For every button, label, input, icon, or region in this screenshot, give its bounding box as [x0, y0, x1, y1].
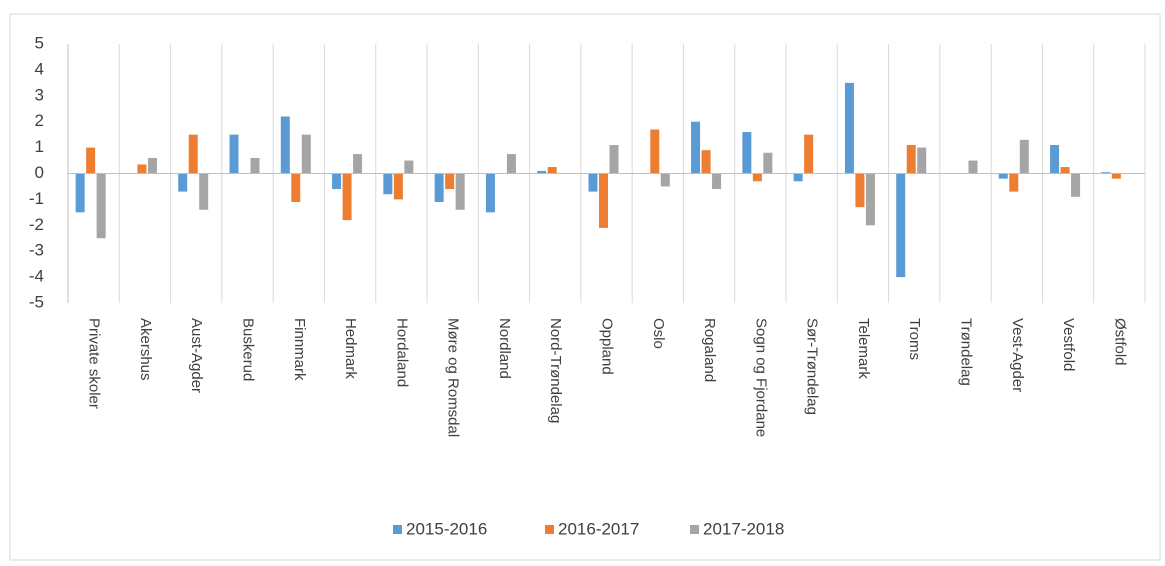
y-tick-label: -4	[29, 267, 44, 286]
bar	[855, 173, 865, 208]
bar	[968, 160, 978, 174]
bar	[763, 152, 773, 174]
bar	[96, 173, 106, 239]
y-tick-label: 1	[35, 137, 44, 156]
y-tick-label: -1	[29, 189, 44, 208]
x-tick-label: Vest-Agder	[1009, 318, 1026, 392]
bar	[1101, 172, 1111, 174]
x-tick-label: Østfold	[1111, 318, 1128, 366]
x-tick-label: Oppland	[599, 318, 616, 375]
bar	[609, 145, 619, 174]
y-tick-label: -3	[29, 241, 44, 260]
bar	[199, 173, 209, 210]
legend-label: 2015-2016	[406, 519, 487, 538]
bar	[865, 173, 875, 226]
x-tick-label: Hedmark	[342, 318, 359, 379]
bar	[280, 116, 290, 174]
bar	[844, 82, 854, 174]
x-tick-label: Vestfold	[1060, 318, 1077, 371]
bar	[537, 170, 547, 174]
bar	[178, 173, 188, 192]
bar	[86, 147, 96, 174]
x-tick-label: Troms	[906, 318, 923, 360]
y-tick-label: 2	[35, 111, 44, 130]
x-tick-label: Sør-Trøndelag	[804, 318, 821, 415]
legend-swatch	[393, 525, 402, 534]
y-tick-label: 3	[35, 85, 44, 104]
chart-frame	[9, 13, 1161, 561]
bar	[1009, 173, 1019, 192]
bar	[599, 173, 608, 228]
bar	[1060, 167, 1070, 174]
bar	[712, 173, 722, 190]
bar	[506, 154, 516, 174]
bar	[1111, 173, 1121, 179]
x-tick-label: Telemark	[855, 318, 872, 379]
bar	[147, 157, 157, 174]
bar	[301, 134, 311, 174]
x-tick-label: Hordaland	[393, 318, 410, 387]
bar	[434, 173, 444, 202]
bar	[485, 173, 495, 213]
bar	[917, 147, 927, 174]
bar	[137, 164, 147, 174]
bar	[229, 134, 239, 174]
bar	[404, 160, 414, 174]
bar	[701, 150, 711, 174]
bar	[445, 173, 455, 190]
bar	[906, 145, 916, 174]
y-tick-label: 5	[35, 33, 44, 52]
bar	[793, 173, 803, 182]
bar	[588, 173, 598, 192]
x-tick-label: Aust-Agder	[188, 318, 205, 393]
bar	[650, 129, 660, 174]
bar	[998, 173, 1008, 179]
bar	[691, 121, 701, 174]
bar	[1019, 139, 1029, 174]
bar	[75, 173, 85, 213]
bar	[896, 173, 906, 278]
x-tick-label: Buskerud	[240, 318, 257, 381]
y-tick-label: 4	[35, 59, 44, 78]
x-tick-label: Trøndelag	[958, 318, 975, 386]
bar	[188, 134, 198, 174]
bar	[660, 173, 670, 187]
bar	[752, 173, 762, 182]
bar	[547, 167, 557, 174]
x-tick-label: Akershus	[137, 318, 154, 381]
bar	[353, 154, 363, 174]
bar	[393, 173, 403, 200]
legend-label: 2017-2018	[703, 519, 784, 538]
legend-swatch	[545, 525, 554, 534]
bar	[342, 173, 352, 221]
bar	[250, 157, 260, 174]
x-tick-label: Møre og Romsdal	[445, 318, 462, 437]
legend-label: 2016-2017	[558, 519, 639, 538]
x-tick-label: Oslo	[650, 318, 667, 349]
legend-swatch	[690, 525, 699, 534]
x-tick-label: Rogaland	[701, 318, 718, 382]
x-tick-label: Nordland	[496, 318, 513, 379]
bar	[383, 173, 393, 195]
bar	[1050, 145, 1060, 174]
bar	[332, 173, 342, 190]
x-tick-label: Private skoler	[86, 318, 103, 409]
bar	[804, 134, 814, 174]
y-tick-label: -2	[29, 215, 44, 234]
y-tick-label: 0	[35, 163, 44, 182]
bar	[291, 173, 301, 202]
bar	[455, 173, 465, 210]
x-tick-label: Sogn og Fjordane	[752, 318, 769, 437]
x-tick-label: Finnmark	[291, 318, 308, 381]
x-tick-label: Nord-Trøndelag	[547, 318, 564, 423]
bar	[742, 132, 752, 174]
y-tick-label: -5	[29, 292, 44, 311]
bar	[1071, 173, 1081, 197]
